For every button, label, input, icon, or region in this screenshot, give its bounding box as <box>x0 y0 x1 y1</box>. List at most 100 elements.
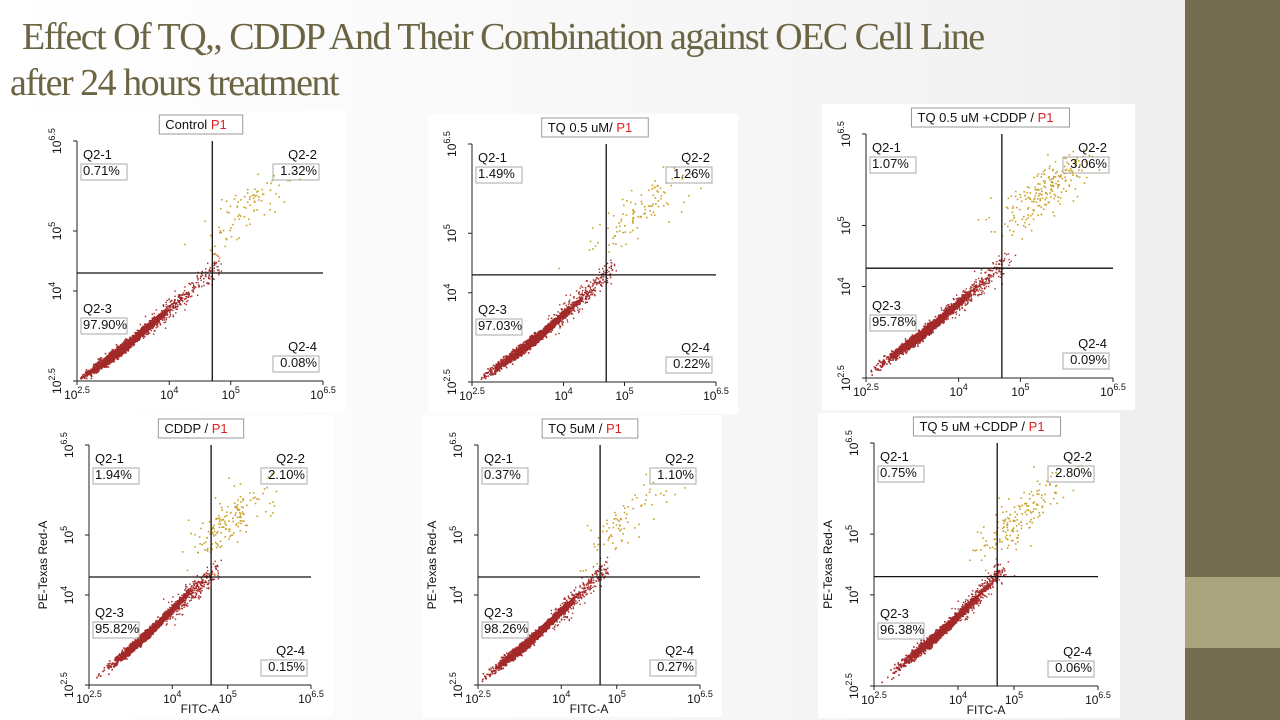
event-dot <box>154 323 156 325</box>
event-dot <box>169 306 171 308</box>
apoptotic-population <box>184 171 301 274</box>
event-dot <box>126 343 129 346</box>
event-dot <box>184 302 186 305</box>
event-dot <box>85 372 88 374</box>
event-dot <box>111 360 114 362</box>
event-dot <box>155 318 157 321</box>
event-dot <box>119 345 122 347</box>
event-dot <box>491 366 493 369</box>
event-dot <box>209 270 211 272</box>
event-dot <box>491 372 494 375</box>
event-dot <box>563 311 566 313</box>
event-dot <box>545 335 547 338</box>
event-dot <box>205 268 207 270</box>
event-dot <box>158 321 161 324</box>
event-dot <box>215 262 218 264</box>
event-dot <box>191 289 193 292</box>
event-dot <box>187 292 189 294</box>
event-dot <box>132 334 134 337</box>
event-dot <box>148 324 151 327</box>
event-dot <box>141 331 143 334</box>
event-dot <box>494 368 497 370</box>
event-dot <box>126 339 129 342</box>
event-dot <box>113 358 115 361</box>
event-dot <box>151 319 153 322</box>
event-dot <box>116 348 118 350</box>
event-dot <box>170 300 172 302</box>
event-dot <box>120 345 123 348</box>
event-dot <box>106 366 108 368</box>
event-dot <box>100 363 103 366</box>
event-dot <box>84 371 87 373</box>
event-dot <box>144 323 146 325</box>
event-dot <box>178 301 180 304</box>
event-dot <box>179 299 182 301</box>
event-dot <box>165 319 168 321</box>
event-dot <box>200 273 203 275</box>
event-dot <box>128 338 131 341</box>
event-dot <box>104 352 107 355</box>
event-dot <box>121 353 123 356</box>
event-dot <box>165 305 167 308</box>
event-dot <box>176 305 179 308</box>
event-dot <box>153 325 155 327</box>
event-dot <box>176 308 178 310</box>
event-dot <box>184 243 186 246</box>
event-dot <box>498 370 501 372</box>
event-dot <box>494 371 497 373</box>
event-dot <box>484 375 486 377</box>
event-dot <box>230 227 232 229</box>
event-dot <box>483 373 486 375</box>
event-dot <box>570 304 573 307</box>
event-dot <box>148 332 151 334</box>
event-dot <box>515 349 517 352</box>
event-dot <box>168 316 170 318</box>
event-dot <box>124 340 127 343</box>
event-dot <box>580 296 583 298</box>
event-dot <box>226 211 229 213</box>
event-dot <box>205 275 207 278</box>
event-dot <box>496 368 498 370</box>
event-dot <box>256 191 258 193</box>
event-dot <box>148 328 150 331</box>
event-dot <box>86 371 89 373</box>
event-dot <box>520 352 523 354</box>
event-dot <box>253 200 256 203</box>
event-dot <box>185 295 187 298</box>
event-dot <box>269 209 271 211</box>
event-dot <box>145 325 148 327</box>
event-dot <box>164 311 166 313</box>
event-dot <box>187 300 189 302</box>
event-dot <box>121 349 124 351</box>
event-dot <box>141 333 144 335</box>
event-dot <box>180 299 183 301</box>
event-dot <box>144 315 147 318</box>
event-dot <box>136 335 139 338</box>
event-dot <box>107 366 110 368</box>
event-dot <box>196 276 198 278</box>
event-dot <box>506 355 509 358</box>
event-dot <box>197 282 199 284</box>
event-dot <box>174 305 177 307</box>
event-dot <box>141 327 143 329</box>
event-dot <box>133 334 136 337</box>
event-dot <box>163 317 166 319</box>
event-dot <box>97 365 100 367</box>
event-dot <box>126 349 129 351</box>
event-dot <box>104 358 106 360</box>
event-dot <box>144 332 146 334</box>
event-dot <box>97 370 100 373</box>
event-dot <box>150 329 152 332</box>
event-dot <box>124 343 126 346</box>
event-dot <box>236 205 239 208</box>
event-dot <box>152 320 155 323</box>
event-dot <box>102 363 104 366</box>
event-dot <box>117 355 120 357</box>
event-dot <box>495 363 498 365</box>
event-dot <box>210 275 212 278</box>
event-dot <box>161 311 164 314</box>
event-dot <box>94 363 97 366</box>
event-dot <box>197 279 199 281</box>
event-dot <box>145 333 148 336</box>
event-dot <box>144 331 147 333</box>
